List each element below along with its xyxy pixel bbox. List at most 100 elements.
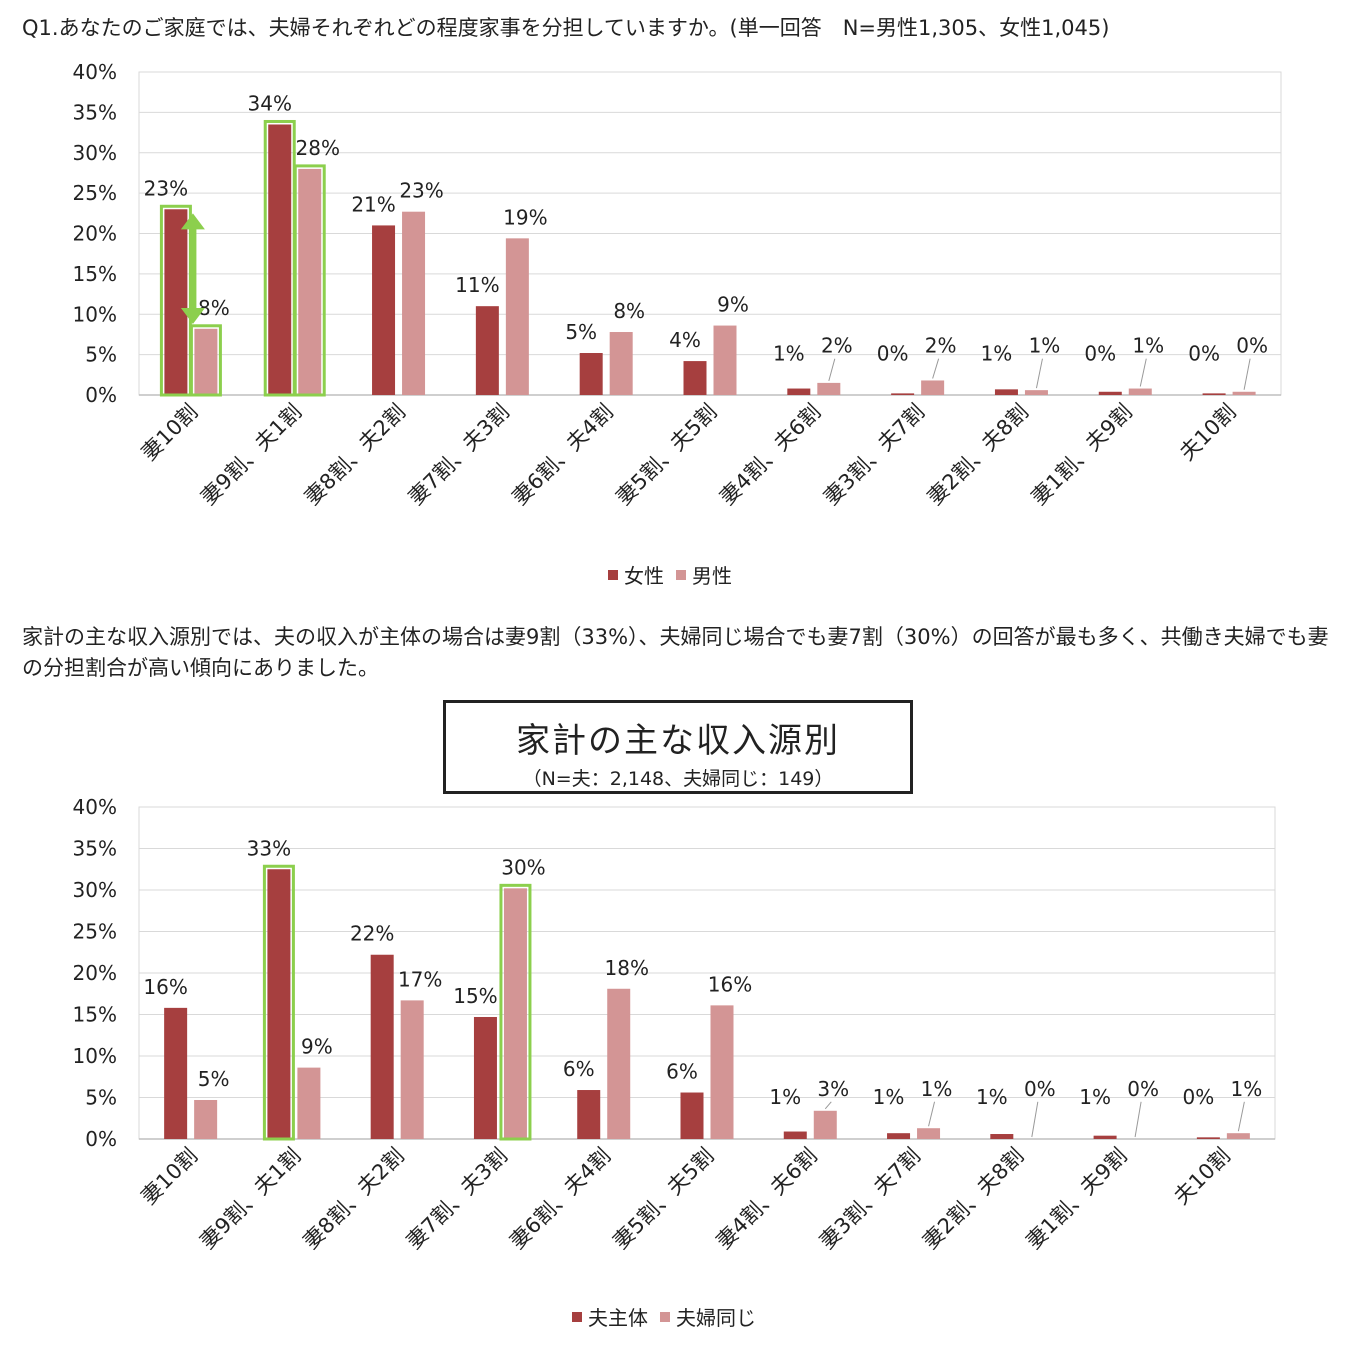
data-label: 1% — [981, 342, 1013, 366]
data-label: 0% — [1084, 342, 1116, 366]
data-label: 4% — [669, 328, 701, 352]
x-tick-label: 妻2割、夫8割 — [918, 1144, 1028, 1254]
bar-highlight — [189, 324, 222, 397]
x-tick-group: 妻1割、夫9割 — [1027, 400, 1137, 510]
x-tick-label: 妻9割、夫1割 — [195, 1144, 305, 1254]
y-tick-label: 25% — [73, 920, 117, 944]
x-tick-label: 妻10割 — [137, 1144, 203, 1210]
data-label: 0% — [1188, 342, 1220, 366]
data-label: 19% — [503, 205, 547, 229]
x-tick-group: 妻7割、夫3割 — [404, 400, 514, 510]
legend-label: 夫主体 — [588, 1306, 648, 1330]
bar-series2 — [298, 168, 322, 395]
y-tick-label: 10% — [73, 302, 117, 326]
x-tick-label: 妻7割、夫3割 — [402, 1144, 512, 1254]
bar-series1 — [994, 389, 1018, 395]
legend-swatch — [676, 569, 686, 580]
x-tick-label: 妻10割 — [137, 400, 203, 466]
x-tick-label: 妻5割、夫5割 — [611, 400, 721, 510]
y-tick-label: 20% — [73, 222, 117, 246]
y-tick-label: 0% — [85, 383, 117, 407]
x-tick-label: 妻4割、夫6割 — [712, 1144, 822, 1254]
label-leader-line — [932, 358, 940, 379]
bar-series1 — [577, 1090, 601, 1139]
y-tick-label: 40% — [73, 60, 117, 84]
x-tick-group: 妻3割、夫7割 — [819, 400, 929, 510]
x-tick-group: 妻7割、夫3割 — [402, 1144, 512, 1254]
bar-highlight — [499, 883, 532, 1141]
bar-series1 — [475, 306, 499, 395]
data-label: 21% — [351, 192, 395, 216]
bar-series1 — [891, 393, 915, 395]
data-label: 0% — [877, 342, 909, 366]
data-label: 0% — [1182, 1085, 1214, 1109]
bar-series2 — [607, 988, 631, 1139]
x-tick-group: 妻9割、夫1割 — [196, 400, 306, 510]
bar-series1 — [267, 869, 291, 1139]
bar-series1 — [990, 1134, 1014, 1139]
bar-series2 — [1226, 1133, 1250, 1139]
x-tick-label: 妻3割、夫7割 — [815, 1144, 925, 1254]
data-label: 1% — [921, 1077, 953, 1101]
x-tick-label: 妻6割、夫4割 — [508, 400, 618, 510]
chart2-title: 家計の主な収入源別 — [516, 721, 840, 761]
x-tick-group: 妻10割 — [137, 400, 203, 466]
y-tick-label: 15% — [73, 1003, 117, 1027]
comment-text: 家計の主な収入源別では、夫の収入が主体の場合は妻9割（33%）、夫婦同じ場合でも… — [22, 625, 1329, 680]
data-label: 11% — [455, 273, 499, 297]
bar-series1 — [683, 361, 707, 395]
legend-label: 男性 — [692, 564, 732, 588]
data-label: 23% — [399, 179, 443, 203]
x-tick-group: 妻8割、夫2割 — [299, 1144, 409, 1254]
legend-swatch — [572, 1311, 582, 1322]
y-tick-label: 30% — [73, 141, 117, 165]
x-tick-label: 妻4割、夫6割 — [715, 400, 825, 510]
y-tick-label: 5% — [85, 343, 117, 367]
data-label: 8% — [198, 296, 230, 320]
data-label: 22% — [350, 922, 394, 946]
data-label: 17% — [398, 967, 442, 991]
legend-item: 夫婦同じ — [660, 1302, 756, 1331]
chart1-legend: 女性 男性 — [608, 560, 744, 589]
y-tick-label: 20% — [73, 961, 117, 985]
data-label: 16% — [143, 975, 187, 999]
x-tick-group: 妻6割、夫4割 — [508, 400, 618, 510]
x-tick-group: 夫10割 — [1169, 1144, 1235, 1210]
x-tick-group: 妻9割、夫1割 — [195, 1144, 305, 1254]
bar-series2 — [917, 1128, 941, 1139]
x-tick-group: 妻2割、夫8割 — [923, 400, 1033, 510]
label-leader-line — [1134, 1101, 1142, 1138]
x-tick-label: 妻8割、夫2割 — [299, 1144, 409, 1254]
bar-series1 — [783, 1131, 807, 1139]
label-leader-line — [824, 1101, 832, 1110]
data-label: 1% — [1079, 1085, 1111, 1109]
x-tick-label: 妻1割、夫9割 — [1022, 1144, 1132, 1254]
y-tick-label: 30% — [73, 878, 117, 902]
x-tick-group: 夫10割 — [1175, 400, 1241, 466]
y-tick-label: 40% — [73, 795, 117, 819]
y-tick-label: 5% — [85, 1086, 117, 1110]
label-leader-line — [1035, 358, 1043, 389]
x-tick-label: 妻3割、夫7割 — [819, 400, 929, 510]
bar-series1 — [370, 954, 394, 1139]
data-label: 33% — [247, 836, 291, 860]
arrow-head-up — [180, 213, 205, 230]
y-tick-label: 35% — [73, 100, 117, 124]
bar-series1 — [473, 1016, 497, 1139]
data-label: 1% — [773, 342, 805, 366]
data-label: 9% — [717, 293, 749, 317]
bar-series2 — [921, 380, 945, 395]
bar-series1 — [1098, 391, 1122, 395]
bar-series2 — [710, 1005, 734, 1139]
bar-series2 — [194, 328, 218, 395]
label-leader-line — [1243, 358, 1251, 390]
data-label: 6% — [563, 1057, 595, 1081]
x-tick-group: 妻10割 — [137, 1144, 203, 1210]
chart2-subtitle: （N=夫：2,148、夫婦同じ：149） — [522, 768, 834, 790]
bar-series1 — [164, 209, 188, 395]
x-tick-group: 妻5割、夫5割 — [611, 400, 721, 510]
x-tick-label: 妻5割、夫5割 — [608, 1144, 718, 1254]
bar-series1 — [1093, 1135, 1117, 1139]
data-label: 15% — [453, 984, 497, 1008]
chart2-legend: 夫主体 夫婦同じ — [572, 1302, 768, 1331]
